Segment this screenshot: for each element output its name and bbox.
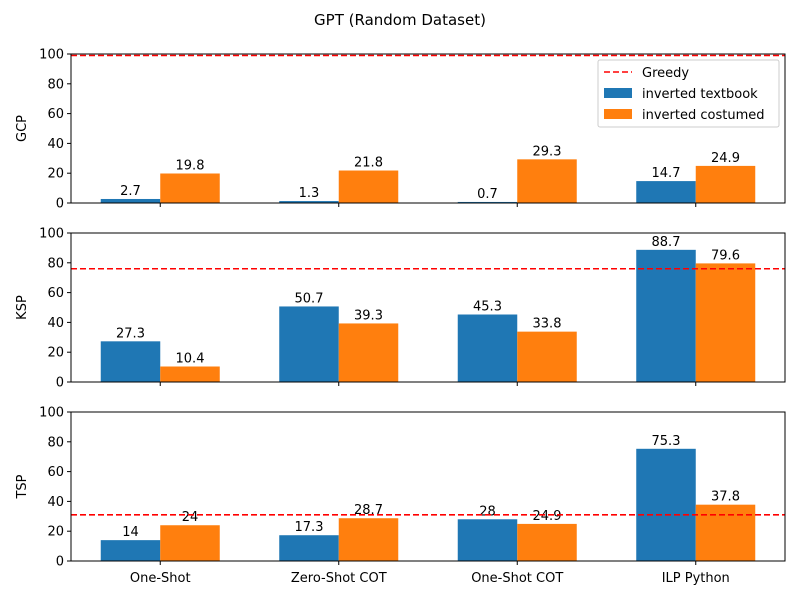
bar-value-label: 14: [122, 525, 139, 540]
bar: [338, 323, 399, 382]
bar: [695, 165, 756, 203]
bar: [279, 201, 339, 203]
bar: [457, 201, 518, 203]
bar-value-label: 45.3: [473, 300, 502, 315]
y-tick-label: 0: [56, 376, 64, 391]
y-tick-label: 60: [47, 286, 64, 301]
chart-title: GPT (Random Dataset): [314, 11, 486, 29]
y-tick-label: 20: [47, 167, 64, 182]
bar: [279, 535, 339, 561]
y-tick-label: 100: [39, 406, 64, 421]
y-tick-label: 80: [47, 256, 64, 271]
legend-label: inverted costumed: [642, 108, 765, 123]
bar: [695, 263, 756, 382]
bar: [636, 448, 696, 561]
legend-label: inverted textbook: [642, 87, 758, 102]
bar-value-label: 17.3: [295, 520, 324, 535]
bar: [100, 198, 161, 203]
y-tick-label: 0: [56, 197, 64, 212]
bar: [517, 523, 577, 561]
bar-value-label: 28.7: [354, 503, 383, 518]
axes-frame: [70, 53, 786, 204]
legend-swatch: [604, 88, 632, 98]
legend-label: Greedy: [642, 66, 689, 81]
bar-value-label: 75.3: [652, 434, 681, 449]
bar-value-label: 79.6: [711, 248, 740, 263]
y-tick-label: 40: [47, 137, 64, 152]
bar: [517, 159, 577, 203]
bar: [100, 540, 161, 561]
bar: [160, 173, 220, 203]
axes-frame: [70, 411, 786, 562]
bar: [457, 314, 518, 382]
x-tick-label: One-Shot COT: [471, 571, 563, 586]
bar-value-label: 19.8: [176, 158, 205, 173]
bar-value-label: 37.8: [711, 490, 740, 505]
bar: [636, 181, 696, 203]
y-tick-label: 100: [39, 48, 64, 63]
bar: [457, 519, 518, 561]
y-tick-label: 40: [47, 495, 64, 510]
bar: [338, 518, 399, 561]
y-tick-label: 20: [47, 525, 64, 540]
y-tick-label: 100: [39, 227, 64, 242]
y-axis-label: GCP: [15, 115, 30, 142]
bar-value-label: 50.7: [295, 291, 324, 306]
bar-value-label: 24.9: [711, 151, 740, 166]
y-tick-label: 0: [56, 555, 64, 570]
bar-value-label: 28: [479, 504, 496, 519]
legend-swatch: [604, 109, 632, 119]
y-axis-label: KSP: [15, 295, 30, 320]
bar: [695, 504, 756, 561]
bar-value-label: 21.8: [354, 156, 383, 171]
y-tick-label: 80: [47, 435, 64, 450]
bar-value-label: 33.8: [533, 317, 562, 332]
bar-value-label: 14.7: [652, 166, 681, 181]
y-axis-label: TSP: [15, 474, 30, 499]
bar-value-label: 2.7: [120, 184, 141, 199]
bar-value-label: 29.3: [533, 144, 562, 159]
x-tick-label: One-Shot: [130, 571, 191, 586]
bar: [160, 366, 220, 382]
bar: [160, 525, 220, 561]
x-tick-label: ILP Python: [662, 571, 730, 586]
bar: [279, 306, 339, 382]
bar-value-label: 1.3: [299, 186, 320, 201]
bar-value-label: 24.9: [533, 509, 562, 524]
bar-value-label: 39.3: [354, 308, 383, 323]
bar: [338, 170, 399, 203]
bar: [100, 341, 161, 382]
bar: [636, 249, 696, 382]
legend-box: [597, 59, 780, 128]
bar-value-label: 27.3: [116, 326, 145, 341]
bar-value-label: 24: [182, 510, 199, 525]
bar-value-label: 0.7: [477, 187, 498, 202]
bar-value-label: 10.4: [176, 352, 205, 367]
y-tick-label: 40: [47, 316, 64, 331]
y-tick-label: 60: [47, 107, 64, 122]
bar-value-label: 88.7: [652, 235, 681, 250]
axes-frame: [70, 232, 786, 383]
bar: [517, 331, 577, 382]
y-tick-label: 20: [47, 346, 64, 361]
y-tick-label: 60: [47, 465, 64, 480]
y-tick-label: 80: [47, 77, 64, 92]
x-tick-label: Zero-Shot COT: [291, 571, 387, 586]
